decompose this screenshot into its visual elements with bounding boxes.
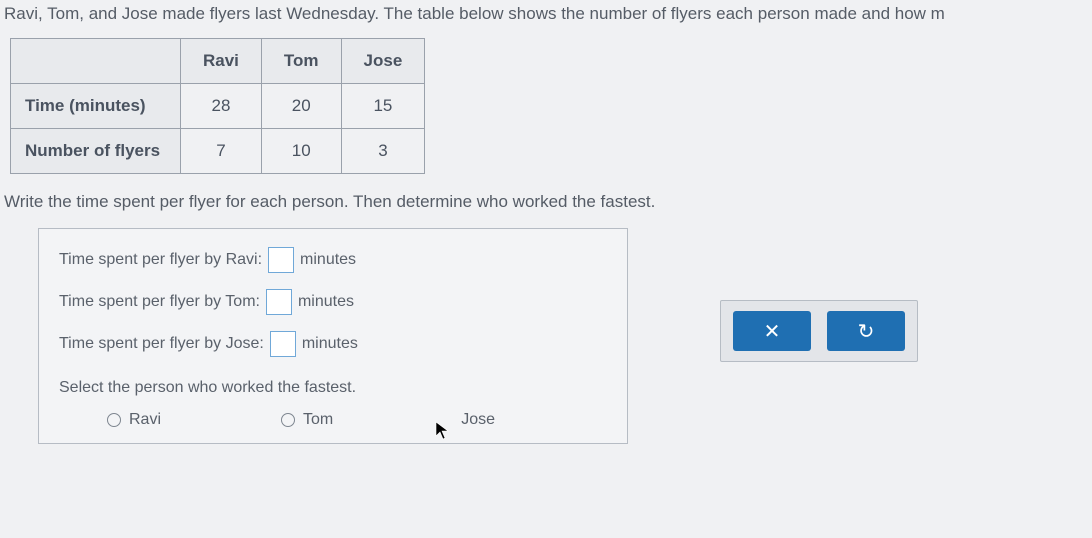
radio-label-tom: Tom [303, 411, 333, 429]
answer-row-tom: Time spent per flyer by Tom: minutes [59, 289, 607, 315]
cell-flyers-ravi: 7 [181, 129, 262, 174]
input-jose[interactable] [270, 331, 296, 357]
col-header-ravi: Ravi [181, 39, 262, 84]
x-icon: ✕ [764, 319, 781, 344]
radio-label-ravi: Ravi [129, 411, 161, 429]
table-corner [11, 39, 181, 84]
answer-panel: Time spent per flyer by Ravi: minutes Ti… [38, 228, 628, 444]
unit-label: minutes [300, 251, 356, 269]
radio-option-jose[interactable]: Jose [453, 411, 495, 429]
answer-row-jose: Time spent per flyer by Jose: minutes [59, 331, 607, 357]
problem-statement: Ravi, Tom, and Jose made flyers last Wed… [4, 4, 1092, 24]
instruction-text: Write the time spent per flyer for each … [4, 192, 1092, 212]
cell-time-tom: 20 [261, 84, 341, 129]
radio-circle-icon [107, 413, 121, 427]
radio-circle-icon [281, 413, 295, 427]
cell-time-jose: 15 [341, 84, 425, 129]
cell-time-ravi: 28 [181, 84, 262, 129]
input-ravi[interactable] [268, 247, 294, 273]
table-row: Number of flyers 7 10 3 [11, 129, 425, 174]
radio-label-jose: Jose [461, 411, 495, 429]
col-header-jose: Jose [341, 39, 425, 84]
answer-label-ravi: Time spent per flyer by Ravi: [59, 251, 262, 269]
input-tom[interactable] [266, 289, 292, 315]
col-header-tom: Tom [261, 39, 341, 84]
data-table: Ravi Tom Jose Time (minutes) 28 20 15 Nu… [10, 38, 425, 174]
cell-flyers-tom: 10 [261, 129, 341, 174]
row-label-time: Time (minutes) [11, 84, 181, 129]
answer-label-tom: Time spent per flyer by Tom: [59, 293, 260, 311]
reset-icon: ↻ [858, 319, 875, 344]
reset-button[interactable]: ↻ [827, 311, 905, 351]
answer-label-jose: Time spent per flyer by Jose: [59, 335, 264, 353]
unit-label: minutes [302, 335, 358, 353]
radio-group-fastest: Ravi Tom Jose [59, 411, 607, 429]
table-row: Time (minutes) 28 20 15 [11, 84, 425, 129]
select-fastest-label: Select the person who worked the fastest… [59, 379, 607, 397]
close-button[interactable]: ✕ [733, 311, 811, 351]
answer-row-ravi: Time spent per flyer by Ravi: minutes [59, 247, 607, 273]
radio-option-ravi[interactable]: Ravi [107, 411, 161, 429]
cell-flyers-jose: 3 [341, 129, 425, 174]
action-button-box: ✕ ↻ [720, 300, 918, 362]
radio-option-tom[interactable]: Tom [281, 411, 333, 429]
unit-label: minutes [298, 293, 354, 311]
row-label-flyers: Number of flyers [11, 129, 181, 174]
